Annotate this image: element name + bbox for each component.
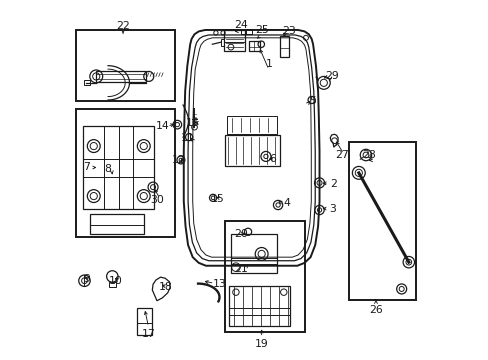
Text: 16: 16 (185, 118, 199, 128)
Text: 18: 18 (158, 282, 172, 292)
Text: 25: 25 (254, 25, 268, 35)
Text: 23: 23 (282, 26, 295, 36)
Text: 19: 19 (254, 339, 268, 349)
Text: 6: 6 (269, 154, 276, 163)
Text: 27: 27 (334, 150, 348, 160)
Text: 2: 2 (330, 179, 337, 189)
Text: 13: 13 (212, 279, 226, 289)
Text: 30: 30 (150, 195, 163, 204)
Bar (224, 221, 305, 332)
Text: 15: 15 (210, 194, 224, 203)
Bar (83, 126, 154, 208)
Bar (348, 143, 415, 300)
Text: 1: 1 (265, 59, 272, 69)
Bar (76, 30, 175, 102)
Bar (108, 282, 116, 287)
Bar (137, 308, 151, 335)
Text: 20: 20 (234, 229, 247, 239)
Bar (227, 116, 277, 134)
Text: 5: 5 (309, 96, 316, 107)
Bar (96, 71, 146, 82)
Bar (230, 234, 277, 273)
Bar (221, 39, 224, 46)
Bar (76, 109, 175, 237)
Text: 9: 9 (83, 274, 90, 284)
Bar (280, 36, 288, 57)
Text: 12: 12 (171, 156, 185, 165)
Text: 11: 11 (180, 133, 194, 143)
Bar (224, 135, 280, 166)
Bar (90, 214, 143, 234)
Text: 3: 3 (329, 203, 336, 213)
Text: 7: 7 (83, 162, 90, 172)
Text: 26: 26 (368, 305, 382, 315)
Text: 21: 21 (234, 264, 247, 274)
Bar (224, 30, 244, 51)
Text: 8: 8 (104, 164, 111, 174)
Bar (83, 80, 90, 85)
Text: 17: 17 (142, 329, 155, 339)
Bar (248, 41, 259, 51)
Text: 4: 4 (284, 198, 290, 208)
Text: 14: 14 (155, 121, 169, 131)
Text: 28: 28 (362, 150, 376, 160)
Text: 29: 29 (325, 71, 338, 81)
Text: 24: 24 (234, 19, 247, 30)
Text: 22: 22 (116, 21, 130, 31)
Text: 10: 10 (109, 276, 122, 286)
Bar (229, 287, 290, 326)
